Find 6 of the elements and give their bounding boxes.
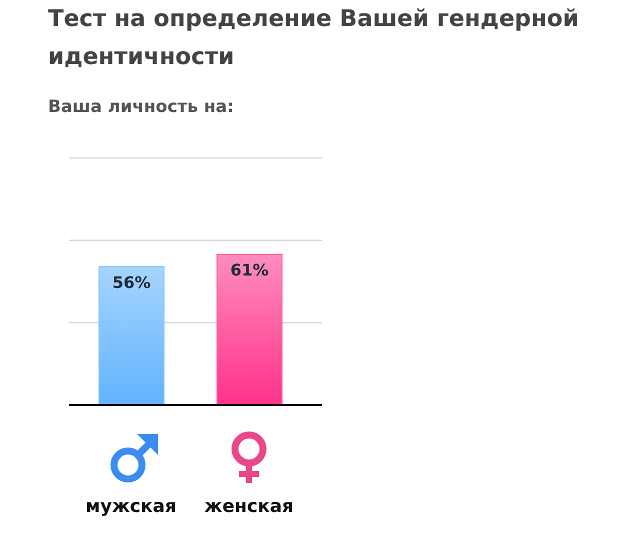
chart-title: Тест на определение Вашей гендерной идентичности <box>48 5 580 72</box>
x-tick-label: женская <box>204 496 294 517</box>
data-label: 56% <box>112 273 151 292</box>
chart-subtitle: Ваша личность на: <box>48 97 234 117</box>
data-label: 61% <box>230 260 269 280</box>
x-tick-label: мужская <box>86 496 176 517</box>
